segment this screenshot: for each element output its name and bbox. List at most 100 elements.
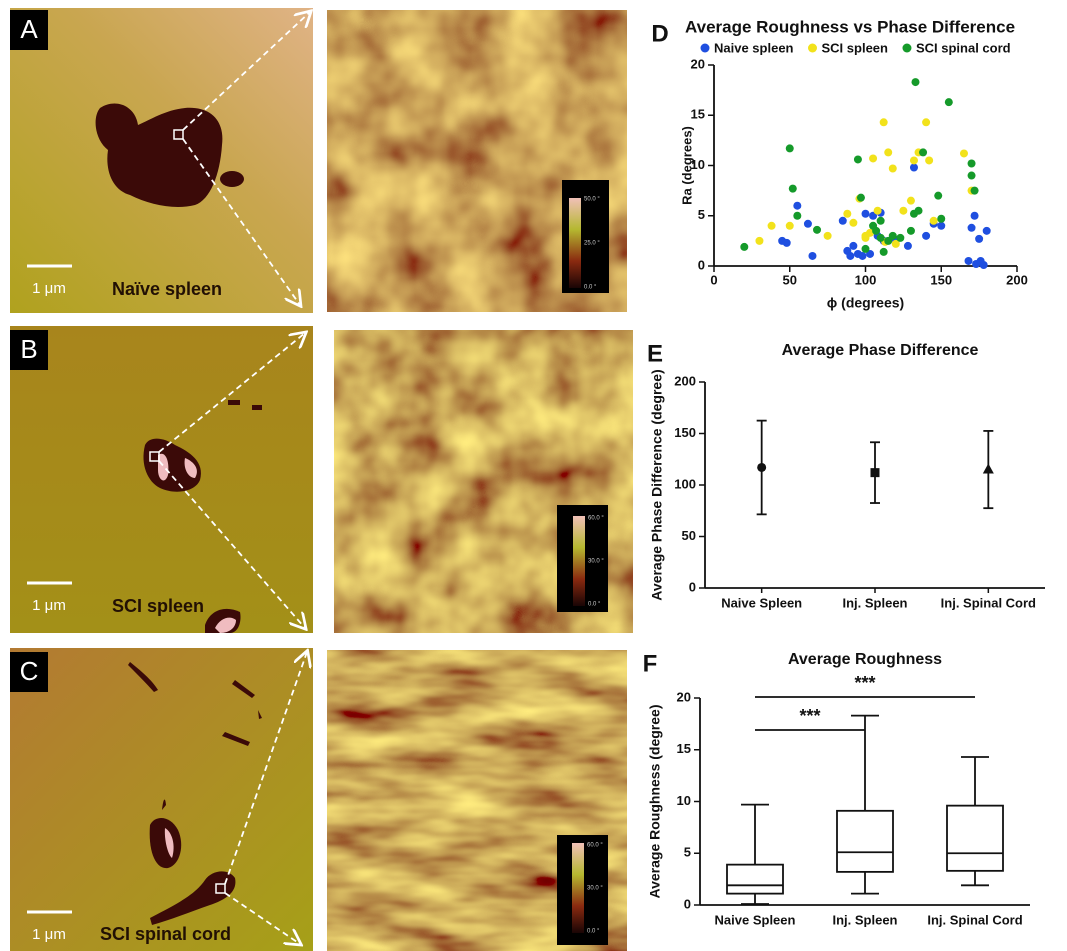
scatter-point xyxy=(970,186,979,195)
scatter-point xyxy=(876,233,885,242)
box xyxy=(946,804,1004,872)
x-tick-label: 50 xyxy=(783,272,797,287)
scatter-point xyxy=(823,231,832,240)
y-axis-label: Average Roughness (degree) xyxy=(647,705,663,899)
y-tick-label: 15 xyxy=(677,741,691,756)
zoom-arrow xyxy=(224,892,300,944)
colorbar-tick: 60.0 ° xyxy=(588,516,604,522)
panel-b: B 1 μm SCI spleen 60.0 ° 30.0 ° 0.0 ° xyxy=(10,326,633,633)
scatter-point xyxy=(888,231,897,240)
scatter-point xyxy=(976,256,985,265)
scatter-point xyxy=(853,155,862,164)
zoom-arrow xyxy=(182,12,310,131)
scatter-point xyxy=(872,226,881,235)
significance-label: *** xyxy=(799,706,820,726)
marker xyxy=(757,462,767,472)
zoom-arrow xyxy=(182,138,300,305)
marker xyxy=(982,463,994,474)
scatter-point xyxy=(914,206,923,215)
chart-title: Average Phase Difference xyxy=(782,342,979,359)
cell-blob xyxy=(252,405,262,410)
zoom-box xyxy=(173,129,184,140)
scatter-point xyxy=(793,201,802,210)
scatter-point xyxy=(755,236,764,245)
scale-bar-label: 1 μm xyxy=(32,926,66,943)
scatter-point xyxy=(909,156,918,165)
scatter-point xyxy=(891,239,900,248)
scatter-point xyxy=(873,206,882,215)
scatter-point xyxy=(785,144,794,153)
colorbar-tick: 60.0 ° xyxy=(587,843,603,849)
scatter-point xyxy=(970,211,979,220)
scatter-point xyxy=(964,256,973,265)
scatter-point xyxy=(785,221,794,230)
scatter-point xyxy=(861,209,870,218)
y-axis-label: Average Phase Difference (degree) xyxy=(649,369,665,600)
scatter-point xyxy=(937,214,946,223)
scatter-point xyxy=(899,206,908,215)
colorbar xyxy=(573,516,585,606)
scale-bar-label: 1 μm xyxy=(32,280,66,297)
panel-label-box xyxy=(10,652,48,692)
y-tick-label: 0 xyxy=(698,257,705,272)
scatter-point xyxy=(967,223,976,232)
panel-label-box xyxy=(10,10,48,50)
chart-title: Average Roughness vs Phase Difference xyxy=(685,17,1015,36)
colorbar-tick: 0.0 ° xyxy=(588,602,601,608)
y-tick-label: 20 xyxy=(691,56,705,71)
panel-label: A xyxy=(20,14,38,44)
scatter-point xyxy=(906,226,915,235)
panel-label: D xyxy=(651,20,668,47)
y-tick-label: 5 xyxy=(684,845,691,860)
x-tick-label: 150 xyxy=(930,272,952,287)
marker xyxy=(870,468,880,478)
cell-blob xyxy=(220,171,244,187)
scatter-point xyxy=(922,231,931,240)
legend-marker xyxy=(808,43,817,53)
y-axis-label: Ra (degrees) xyxy=(679,126,694,205)
y-tick-label: 10 xyxy=(691,157,705,172)
scatter-point xyxy=(861,233,870,242)
colorbar-tick: 30.0 ° xyxy=(587,886,603,892)
x-tick-label: 200 xyxy=(1006,272,1028,287)
x-tick-label: 0 xyxy=(710,272,717,287)
scatter-point xyxy=(934,191,943,200)
scatter-point xyxy=(846,251,855,260)
y-tick-label: 10 xyxy=(677,793,691,808)
scatter-point xyxy=(788,184,797,193)
scatter-point xyxy=(838,216,847,225)
scatter-point xyxy=(782,238,791,247)
scatter-point xyxy=(888,164,897,173)
scatter-point xyxy=(813,225,822,234)
panel-label: E xyxy=(647,340,663,367)
zoom-arrow xyxy=(224,652,307,885)
scatter-point xyxy=(858,251,867,260)
cell-highlight xyxy=(215,617,236,633)
scatter-point xyxy=(922,118,931,127)
x-tick-label: Inj. Spinal Cord xyxy=(941,595,1036,610)
scatter-point xyxy=(903,241,912,250)
y-tick-label: 150 xyxy=(674,425,696,440)
x-tick-label: Inj. Spleen xyxy=(842,595,907,610)
scatter-point xyxy=(975,234,984,243)
scatter-point xyxy=(793,211,802,220)
scatter-point xyxy=(849,218,858,227)
scatter-point xyxy=(944,98,953,107)
zoom-arrow xyxy=(158,460,305,628)
significance-label: *** xyxy=(854,673,875,693)
scatter-point xyxy=(861,244,870,253)
panel-label: C xyxy=(20,656,39,686)
colorbar xyxy=(572,843,584,933)
cell-blob xyxy=(95,103,223,207)
colorbar-tick: 0.0 ° xyxy=(587,929,600,935)
scatter-point xyxy=(959,149,968,158)
scatter-point xyxy=(803,219,812,228)
x-tick-label: Inj. Spleen xyxy=(832,912,897,927)
colorbar xyxy=(569,198,581,288)
scatter-point xyxy=(843,209,852,218)
scale-bar-label: 1 μm xyxy=(32,597,66,614)
legend-marker xyxy=(700,43,710,53)
scatter-point xyxy=(896,233,905,242)
scatter-point xyxy=(879,118,888,127)
